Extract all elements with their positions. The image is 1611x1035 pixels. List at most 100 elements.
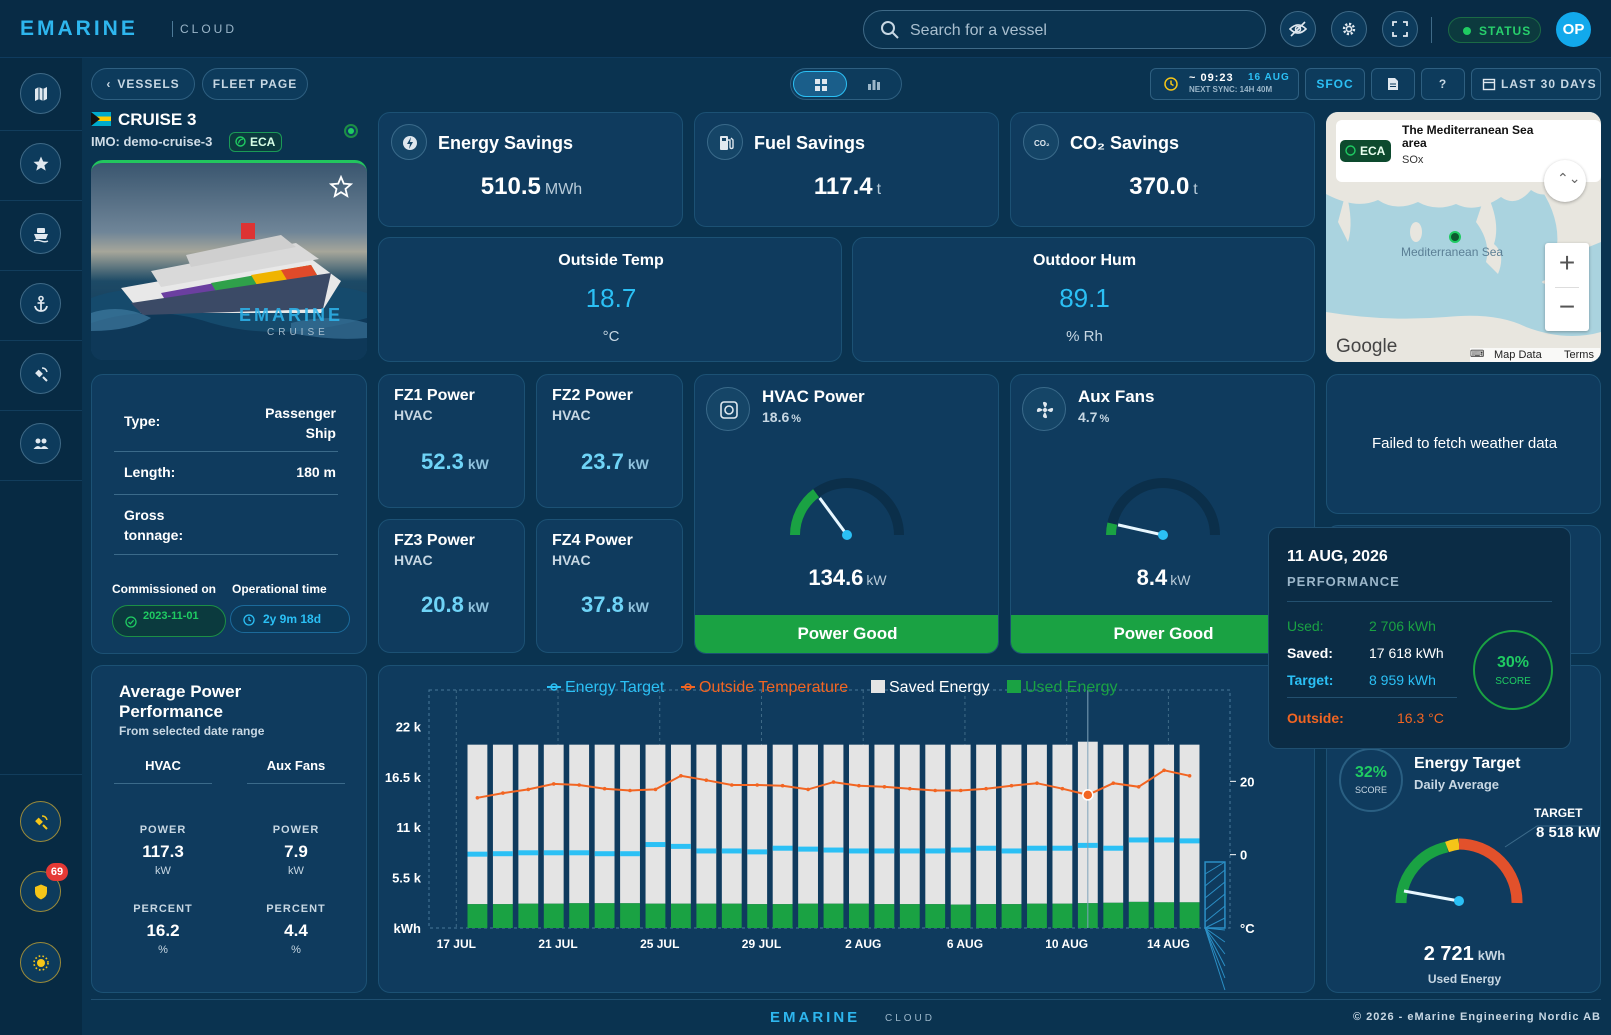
y-right-axis-label: °C: [1240, 921, 1255, 936]
energy-icon: [391, 124, 427, 160]
zoom-out-button[interactable]: −: [1558, 291, 1576, 322]
fz-title: FZ2 Power: [552, 387, 633, 404]
report-button[interactable]: [1371, 68, 1415, 100]
used-energy-bar: [1154, 902, 1175, 928]
used-energy-bar: [1128, 901, 1149, 928]
sidebar-item-theme[interactable]: [20, 942, 61, 983]
temperature-point: [577, 783, 581, 787]
sidebar-divider: [0, 410, 82, 411]
saved-energy-bar: [874, 744, 895, 905]
fz-value: 20.8 kW: [421, 592, 489, 617]
fleet-page-button[interactable]: FLEET PAGE: [202, 68, 308, 100]
used-energy-bar: [620, 903, 640, 928]
tooltip-saved-value: 17 618 kWh: [1369, 645, 1444, 661]
date-range-button[interactable]: LAST 30 DAYS: [1471, 68, 1601, 100]
search-input[interactable]: Search for a vessel: [910, 22, 1047, 39]
sfoc-button[interactable]: SFOC: [1305, 68, 1365, 100]
help-button[interactable]: ?: [1421, 68, 1465, 100]
y-tick-label: 11 k: [396, 820, 421, 835]
used-energy-bar: [518, 903, 539, 928]
kpi-title: CO₂ Savings: [1070, 133, 1180, 153]
sidebar-item-analytics[interactable]: [20, 353, 61, 394]
avatar[interactable]: OP: [1556, 12, 1591, 47]
favorite-star-icon[interactable]: [329, 175, 353, 199]
forecast-hatch: [1205, 927, 1225, 931]
aux-value: 8.4 kW: [1136, 565, 1191, 590]
hvac-gauge: [790, 478, 904, 540]
vessel-search[interactable]: Search for a vessel: [863, 10, 1266, 49]
hide-button[interactable]: [1280, 11, 1316, 47]
tab-dashboard[interactable]: [793, 71, 847, 97]
settings-button[interactable]: [1331, 11, 1367, 47]
map-data-link[interactable]: Map Data: [1494, 349, 1542, 361]
sidebar-item-users[interactable]: [20, 423, 61, 464]
tooltip-target-label: Target:: [1287, 672, 1334, 688]
map-icon: [35, 87, 47, 101]
saved-energy-bar: [569, 744, 590, 904]
sidebar-item-map[interactable]: [20, 73, 61, 114]
vessel-map[interactable]: ECA The Mediterranean Sea area SOx ⌃⌄ Me…: [1326, 112, 1601, 362]
sync-status[interactable]: ~ 09:23 16 AUG NEXT SYNC: 14H 40M: [1150, 68, 1299, 100]
outdoor-humidity-card: Outdoor Hum 89.1 % Rh: [852, 237, 1315, 362]
temperature-point: [1060, 786, 1065, 791]
sidebar-item-favorites[interactable]: [20, 143, 61, 184]
status-button[interactable]: STATUS: [1448, 17, 1541, 43]
fz-title: FZ1 Power: [394, 387, 475, 404]
terms-link[interactable]: Terms: [1564, 349, 1594, 361]
saved-energy-bar: [518, 744, 539, 904]
energy-chart[interactable]: 22 k 16.5 k 11 k 5.5 k kWh 20 0 °C 17 JUL 21 JUL 2…: [379, 666, 1316, 994]
forecast-hatch: [1204, 869, 1226, 887]
power-unit: kW: [288, 865, 304, 877]
commissioned-badge: 2023-11-01: [112, 605, 226, 637]
energy-target-mark: [645, 842, 666, 848]
legend-label: Energy Target: [565, 679, 665, 696]
logo-separator: [172, 21, 173, 37]
map-pan-button[interactable]: ⌃⌄: [1544, 160, 1586, 202]
legend-swatch: [871, 680, 885, 693]
x-tick-label: 10 AUG: [1045, 937, 1088, 951]
zoom-in-button[interactable]: +: [1558, 247, 1576, 278]
temperature-point: [1187, 774, 1192, 778]
keyboard-icon[interactable]: ⌨: [1470, 349, 1485, 360]
tooltip-score-ring: 30% SCORE: [1473, 630, 1553, 710]
back-to-vessels-button[interactable]: ‹ VESSELS: [91, 68, 195, 100]
used-energy-bar: [721, 903, 742, 928]
aux-fans-card: Aux Fans 4.7% 8.4 kW Power Good: [1010, 374, 1315, 654]
forecast-bar: [1204, 861, 1226, 929]
energy-target-mark: [569, 850, 590, 856]
detail-label: Gross tonnage:: [124, 507, 184, 543]
percent-unit: %: [158, 944, 168, 956]
hvac-power-card: HVAC Power 18.6% 134.6 kW Power Good: [694, 374, 999, 654]
temperature-point: [628, 788, 632, 793]
commissioned-value: 2023-11-01: [143, 610, 199, 622]
fz-sub: HVAC: [394, 552, 433, 568]
sidebar-item-ports[interactable]: [20, 283, 61, 324]
used-energy-bar: [569, 903, 590, 928]
vessel-position-marker[interactable]: [1449, 231, 1461, 243]
sidebar-item-connectivity[interactable]: [20, 801, 61, 842]
used-energy-bar: [747, 904, 768, 928]
kpi-value: 370.0 t: [1129, 173, 1198, 200]
online-indicator: [344, 124, 358, 138]
percent-label: PERCENT: [266, 903, 326, 915]
image-watermark-sub: CRUISE: [267, 327, 329, 338]
footer-logo: EMARINE: [770, 1009, 861, 1026]
used-energy-bar: [874, 904, 895, 928]
aux-gauge: [1106, 478, 1220, 540]
fz-sub: HVAC: [552, 407, 591, 423]
target-label: TARGET: [1534, 806, 1583, 820]
energy-target-mark: [772, 845, 793, 851]
emarine-logo[interactable]: EMARINE: [20, 17, 138, 40]
saved-energy-bar: [823, 744, 844, 904]
used-energy-bar: [925, 904, 946, 928]
vessel-name: CRUISE 3: [118, 110, 197, 129]
forecast-hatch: [1204, 861, 1226, 875]
gear-icon: [1342, 22, 1356, 36]
sidebar-item-vessels[interactable]: [20, 213, 61, 254]
chart-tooltip: 11 AUG, 2026 PERFORMANCE Used: 2 706 kWh…: [1268, 527, 1571, 749]
check-circle-icon: [125, 616, 137, 628]
energy-target-mark: [1179, 838, 1200, 844]
aux-avg-power: 7.9: [284, 842, 308, 861]
tab-charts[interactable]: [849, 71, 901, 97]
fullscreen-button[interactable]: [1382, 11, 1418, 47]
